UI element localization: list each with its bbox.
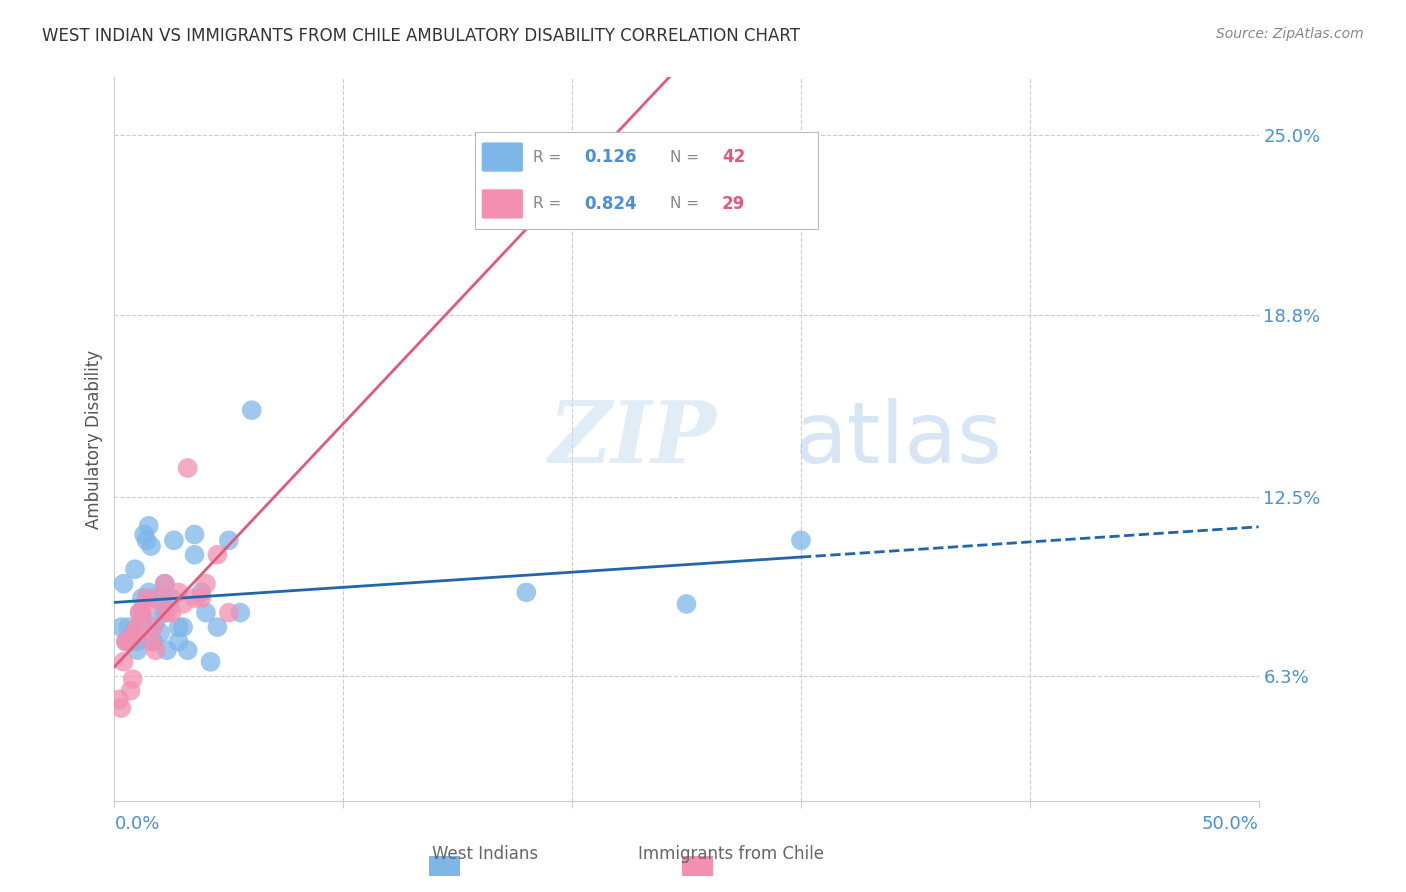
Point <box>121 626 143 640</box>
Point <box>117 634 139 648</box>
Point <box>152 597 174 611</box>
Point <box>115 634 138 648</box>
Point <box>127 620 149 634</box>
Point <box>138 585 160 599</box>
Point <box>115 634 138 648</box>
Point <box>207 620 229 634</box>
Point <box>183 548 205 562</box>
Point <box>145 643 167 657</box>
Point <box>240 403 263 417</box>
Point <box>153 576 176 591</box>
Point <box>153 606 176 620</box>
Point <box>163 533 186 548</box>
Point <box>135 591 157 606</box>
Point <box>160 606 183 620</box>
Point <box>145 615 167 629</box>
Point <box>127 643 149 657</box>
Point <box>112 576 135 591</box>
Point <box>120 683 142 698</box>
Point <box>139 539 162 553</box>
Point <box>138 519 160 533</box>
Point <box>790 533 813 548</box>
Point <box>156 643 179 657</box>
Point <box>131 591 153 606</box>
Point <box>200 655 222 669</box>
Point <box>176 461 198 475</box>
Text: WEST INDIAN VS IMMIGRANTS FROM CHILE AMBULATORY DISABILITY CORRELATION CHART: WEST INDIAN VS IMMIGRANTS FROM CHILE AMB… <box>42 27 800 45</box>
Y-axis label: Ambulatory Disability: Ambulatory Disability <box>86 350 103 529</box>
Point <box>675 597 697 611</box>
Point <box>561 171 583 186</box>
Point <box>229 606 252 620</box>
Text: 50.0%: 50.0% <box>1202 815 1258 833</box>
Point <box>183 527 205 541</box>
Point <box>134 527 156 541</box>
Point <box>110 620 132 634</box>
Point <box>183 591 205 606</box>
Point <box>167 634 190 648</box>
Point <box>108 692 131 706</box>
Point <box>190 591 212 606</box>
Point <box>172 620 194 634</box>
Point <box>124 562 146 576</box>
Text: atlas: atlas <box>796 398 1004 481</box>
Point <box>167 585 190 599</box>
Point <box>142 634 165 648</box>
Point <box>172 597 194 611</box>
Point <box>194 576 217 591</box>
Point <box>117 620 139 634</box>
Point <box>142 620 165 634</box>
Point <box>121 672 143 686</box>
Text: ZIP: ZIP <box>550 397 717 481</box>
Point <box>218 533 240 548</box>
Text: Source: ZipAtlas.com: Source: ZipAtlas.com <box>1216 27 1364 41</box>
Point <box>139 634 162 648</box>
Text: 0.0%: 0.0% <box>114 815 160 833</box>
Point <box>190 585 212 599</box>
Point <box>156 606 179 620</box>
Point <box>135 533 157 548</box>
Point <box>207 548 229 562</box>
Point <box>131 606 153 620</box>
Point <box>515 585 537 599</box>
Point <box>145 591 167 606</box>
Point <box>128 606 150 620</box>
Point <box>112 655 135 669</box>
Point <box>153 576 176 591</box>
Point <box>138 597 160 611</box>
Point <box>194 606 217 620</box>
Point <box>149 626 172 640</box>
Point <box>218 606 240 620</box>
Point <box>149 591 172 606</box>
Point <box>127 634 149 648</box>
Point <box>124 626 146 640</box>
Text: Immigrants from Chile: Immigrants from Chile <box>638 846 824 863</box>
Point <box>167 620 190 634</box>
Point <box>160 591 183 606</box>
Point <box>131 615 153 629</box>
Text: West Indians: West Indians <box>432 846 538 863</box>
Point <box>110 701 132 715</box>
Point <box>128 606 150 620</box>
Point <box>176 643 198 657</box>
